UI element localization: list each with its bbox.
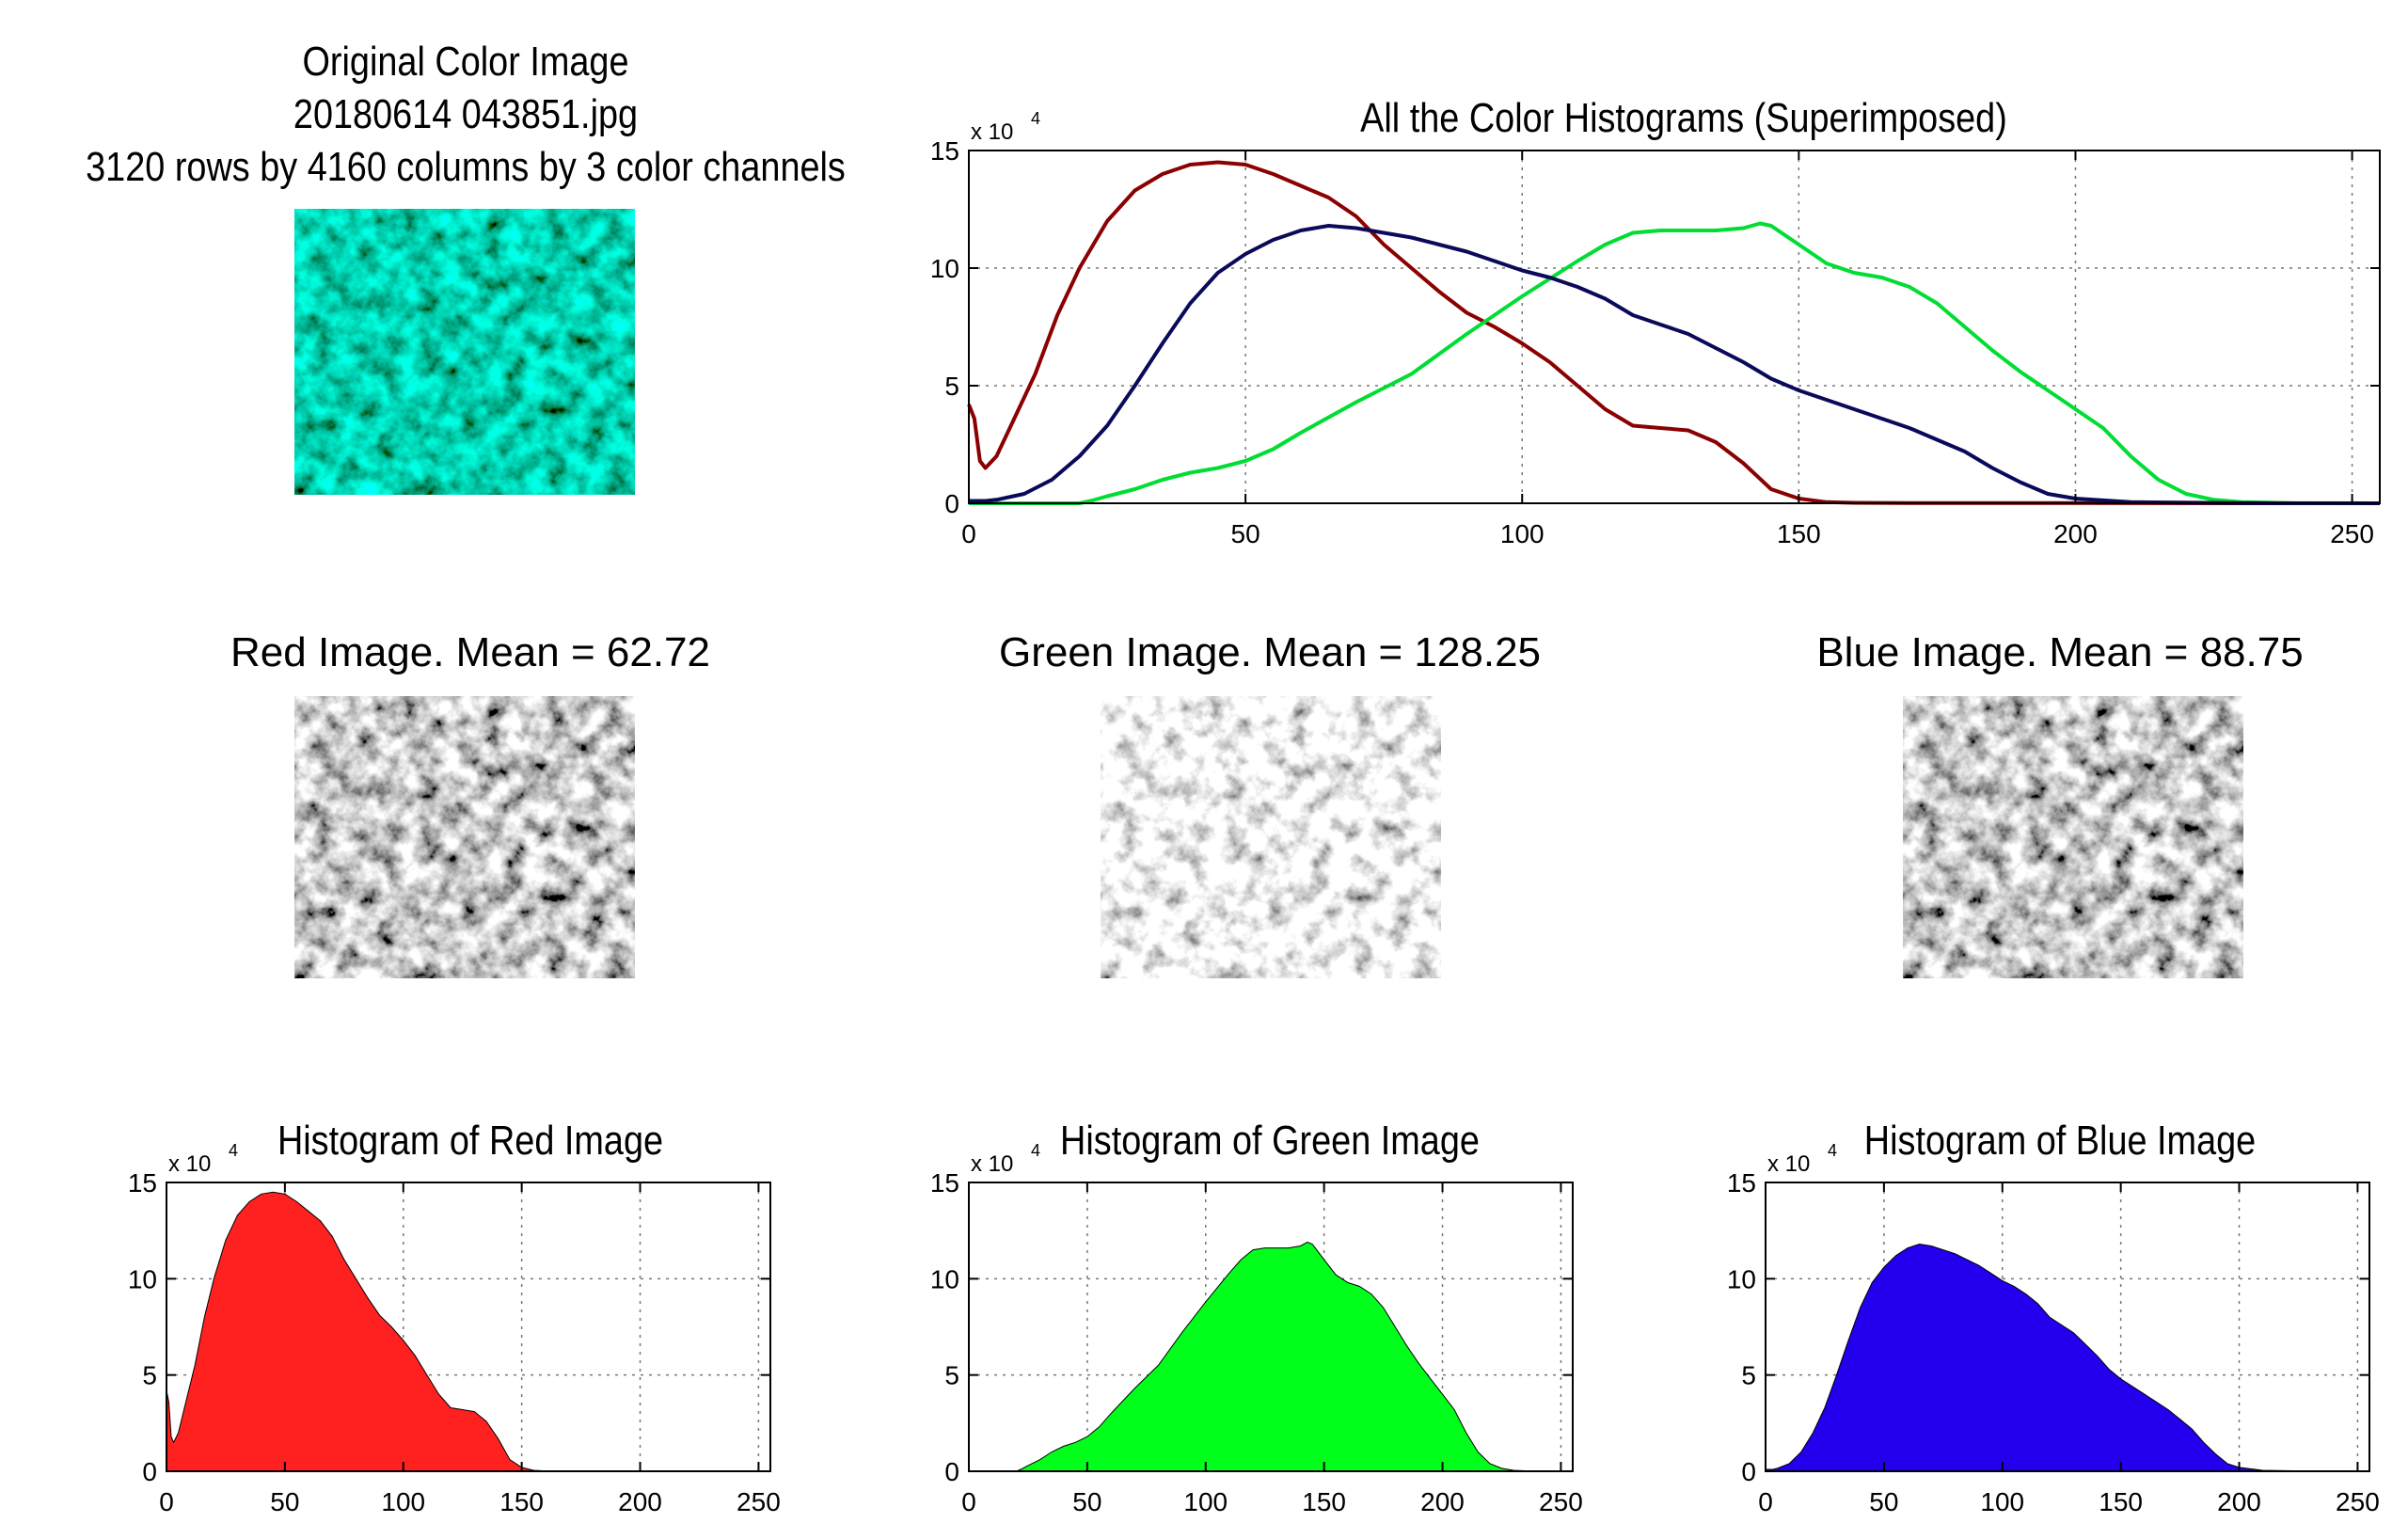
green-hist-xtick-label: 0: [961, 1487, 976, 1516]
blue-hist-ytick-label: 10: [1727, 1264, 1756, 1293]
blue-hist-axes-box: [1765, 1182, 2370, 1472]
superimposed-exponent-power: 4: [1031, 109, 1040, 128]
blue-hist-xtick-label: 200: [2217, 1487, 2261, 1516]
superimposed-xtick-label: 250: [2330, 519, 2374, 548]
blue-hist-ytick-label: 5: [1741, 1361, 1756, 1390]
green-hist-xtick-label: 150: [1302, 1487, 1346, 1516]
blue-hist-exponent-power: 4: [1828, 1141, 1837, 1160]
red-hist-exponent-label: x 10: [168, 1151, 211, 1177]
green-hist-xtick-label: 200: [1420, 1487, 1465, 1516]
red-hist-xtick-label: 100: [381, 1487, 425, 1516]
blue-hist-ytick-label: 0: [1741, 1457, 1756, 1486]
red-hist-ytick-label: 0: [142, 1457, 157, 1486]
red-hist-ytick-label: 10: [128, 1264, 157, 1293]
blue-hist-xtick-label: 50: [1869, 1487, 1898, 1516]
superimposed-xtick-label: 150: [1777, 519, 1821, 548]
original-title-line1: Original Color Image: [302, 39, 629, 85]
superimposed-ytick-label: 15: [930, 136, 959, 166]
green-hist-exponent-label: x 10: [971, 1151, 1013, 1177]
green-hist-chart: 0 50 100 150 200 250 0 5 10 15 x 10 4: [930, 1141, 1583, 1516]
blue-hist-area: [1765, 1243, 2370, 1472]
red-hist-xtick-label: 50: [270, 1487, 299, 1516]
red-hist-exponent-power: 4: [229, 1141, 238, 1160]
superimposed-xtick-label: 200: [2053, 519, 2098, 548]
green-hist-area: [969, 1241, 1573, 1472]
original-color-image: [294, 209, 635, 495]
red-hist-ytick-label: 5: [142, 1361, 157, 1390]
red-hist-ytick-label: 15: [128, 1168, 157, 1198]
red-hist-chart: 0 50 100 150 200 250 0 5 10 15 x 10 4: [128, 1141, 781, 1516]
blue-channel-image: [1903, 696, 2243, 978]
green-channel-image: [1101, 696, 1441, 978]
blue-hist-chart: 0 50 100 150 200 250 0 5 10 15 x 10 4: [1727, 1141, 2380, 1516]
red-hist-axes-box: [166, 1182, 771, 1472]
red-hist-title: Histogram of Red Image: [277, 1118, 664, 1164]
superimposed-ytick-label: 0: [944, 489, 959, 518]
superimposed-xtick-label: 0: [961, 519, 976, 548]
blue-hist-xtick-label: 100: [1980, 1487, 2024, 1516]
superimposed-exponent-label: x 10: [971, 119, 1013, 145]
superimposed-ytick-label: 10: [930, 254, 959, 283]
superimposed-chart: 0 50 100 150 200 250 0 5 10 15 x 10 4: [930, 109, 2381, 548]
green-hist-ytick-label: 5: [944, 1361, 959, 1390]
superimposed-axes-box: [968, 150, 2381, 504]
superimposed-xtick-label: 50: [1231, 519, 1260, 548]
series-blue-line: [969, 224, 2381, 505]
blue-hist-xtick-label: 250: [2336, 1487, 2380, 1516]
blue-hist-exponent-label: x 10: [1767, 1151, 1810, 1177]
series-red-line: [967, 160, 2380, 505]
superimposed-xtick-label: 100: [1500, 519, 1545, 548]
green-image-title: Green Image. Mean = 128.25: [998, 629, 1542, 675]
red-hist-xtick-label: 0: [159, 1487, 174, 1516]
blue-hist-xtick-label: 0: [1758, 1487, 1773, 1516]
green-hist-ytick-label: 0: [944, 1457, 959, 1486]
green-hist-xtick-label: 100: [1183, 1487, 1228, 1516]
red-hist-xtick-label: 250: [737, 1487, 781, 1516]
red-hist-area: [166, 1191, 770, 1472]
superimposed-title: All the Color Histograms (Superimposed): [1360, 95, 2007, 141]
green-hist-ytick-label: 10: [930, 1264, 959, 1293]
blue-hist-title: Histogram of Blue Image: [1863, 1118, 2257, 1164]
original-title-line2: 20180614 043851.jpg: [293, 91, 639, 137]
blue-hist-ytick-label: 15: [1727, 1168, 1756, 1198]
green-hist-ytick-label: 15: [930, 1168, 959, 1198]
green-hist-axes-box: [968, 1182, 1574, 1472]
blue-image-title: Blue Image. Mean = 88.75: [1816, 629, 2304, 675]
green-hist-exponent-power: 4: [1031, 1141, 1040, 1160]
green-hist-title: Histogram of Green Image: [1060, 1118, 1480, 1164]
superimposed-ytick-label: 5: [944, 372, 959, 401]
series-green-line: [969, 221, 2380, 505]
red-hist-xtick-label: 150: [499, 1487, 544, 1516]
red-image-title: Red Image. Mean = 62.72: [230, 629, 710, 675]
blue-hist-xtick-label: 150: [2099, 1487, 2143, 1516]
original-title-line3: 3120 rows by 4160 columns by 3 color cha…: [86, 144, 846, 190]
red-hist-xtick-label: 200: [618, 1487, 662, 1516]
green-hist-xtick-label: 50: [1072, 1487, 1101, 1516]
red-channel-image: [294, 696, 635, 978]
green-hist-xtick-label: 250: [1539, 1487, 1583, 1516]
